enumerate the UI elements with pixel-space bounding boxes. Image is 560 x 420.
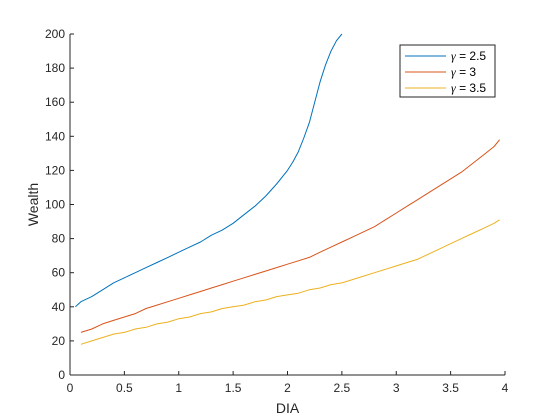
y-tick-label: 160 [45, 95, 65, 109]
y-tick-label: 0 [58, 368, 65, 382]
legend-symbol: γ [451, 65, 456, 79]
y-tick-label: 20 [52, 334, 66, 348]
y-tick-label: 100 [45, 198, 65, 212]
legend-label-1: γ = 2.5 [451, 49, 486, 63]
y-tick-label: 180 [45, 61, 65, 75]
series-line-1 [75, 33, 343, 308]
legend-label-2: γ = 3 [451, 65, 476, 79]
series-line-3 [80, 219, 500, 345]
y-tick-label: 80 [52, 232, 66, 246]
axes-layer: 0 0.5 1 1.5 2 2.5 3 3.5 402040608010012014016018… [45, 27, 509, 395]
y-tick-label: 120 [45, 163, 65, 177]
series-layer [75, 33, 500, 345]
legend-value: = 2.5 [456, 49, 487, 63]
x-tick-label: 0 [67, 381, 74, 395]
series-line-2 [80, 139, 500, 333]
y-axis-label: Wealth [25, 183, 41, 226]
legend-value: = 3 [456, 65, 477, 79]
x-tick-label: 2 [284, 381, 291, 395]
x-tick-label: 1.5 [225, 381, 242, 395]
legend-symbol: γ [451, 49, 456, 63]
x-axis-label: DIA [276, 400, 300, 416]
x-tick-label: 2.5 [334, 381, 351, 395]
y-tick-label: 140 [45, 129, 65, 143]
x-tick-label: 3 [393, 381, 400, 395]
legend-value: = 3.5 [456, 81, 487, 95]
y-tick-label: 200 [45, 27, 65, 41]
x-tick-label: 1 [175, 381, 182, 395]
x-tick-label: 0.5 [116, 381, 133, 395]
y-tick-label: 40 [52, 300, 66, 314]
x-tick-label: 4 [502, 381, 509, 395]
legend: γ = 2.5γ = 3γ = 3.5 [399, 44, 496, 98]
legend-symbol: γ [451, 81, 456, 95]
y-tick-label: 60 [52, 266, 66, 280]
legend-label-3: γ = 3.5 [451, 81, 486, 95]
x-tick-label: 3.5 [442, 381, 459, 395]
